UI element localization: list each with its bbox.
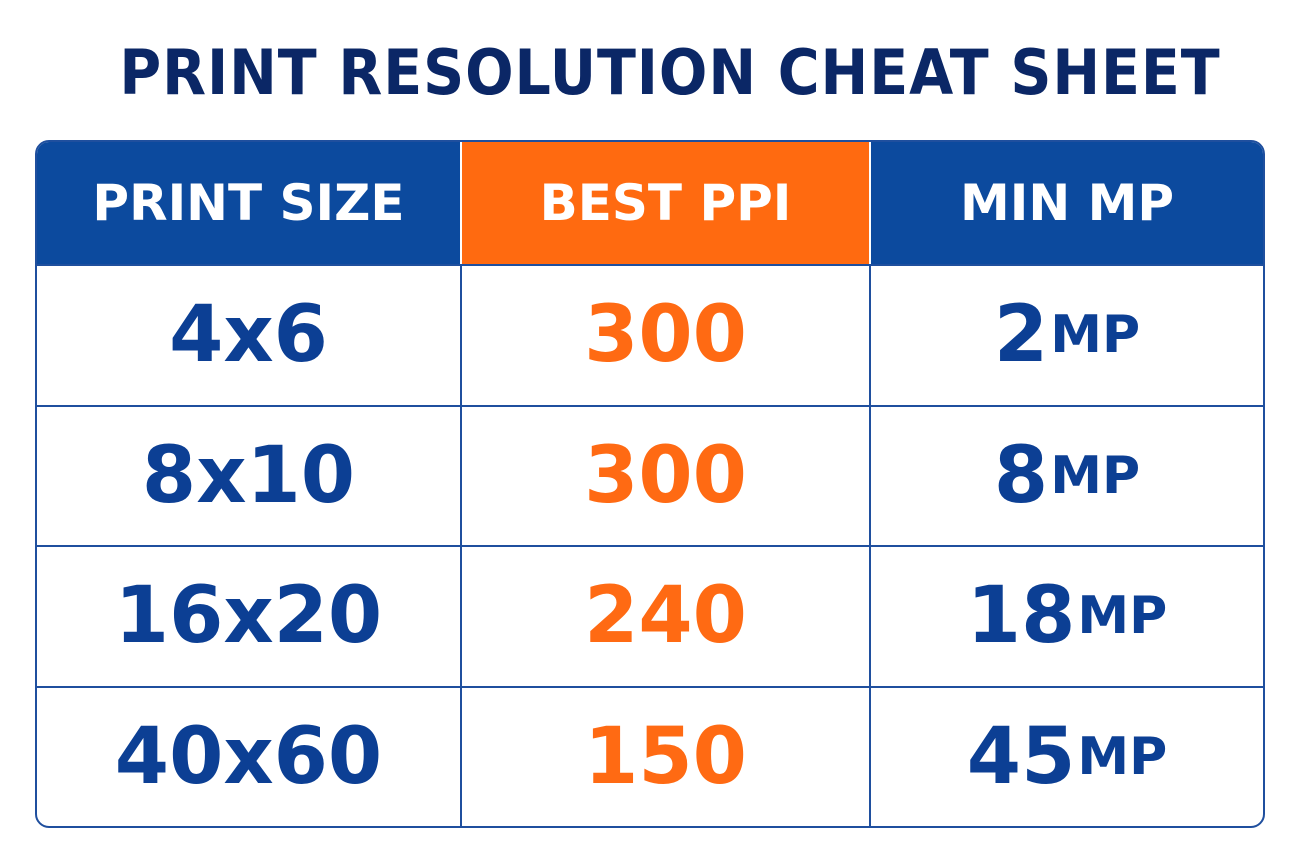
print-size: 40x60: [37, 685, 460, 827]
print-size: 4x6: [37, 264, 460, 405]
mp-value: 45: [966, 711, 1076, 802]
min-mp: 18 MP: [871, 545, 1263, 686]
print-size: 8x10: [37, 404, 460, 546]
table: PRINT SIZE BEST PPI MIN MP 4x6 300 2 MP 8x10 300…: [35, 140, 1265, 828]
title: PRINT RESOLUTION CHEAT SHEET: [119, 36, 1221, 109]
best-ppi: 300: [460, 404, 871, 545]
mp-value: 18: [966, 571, 1076, 662]
mp-value: 8: [993, 430, 1049, 521]
best-ppi: 150: [460, 685, 871, 826]
mp-unit: MP: [1050, 305, 1141, 366]
mp-value: 2: [993, 290, 1049, 381]
min-mp: 45 MP: [871, 685, 1263, 827]
mp-unit: MP: [1077, 726, 1168, 787]
best-ppi: 300: [460, 264, 871, 405]
column-header: MIN MP: [871, 142, 1263, 264]
min-mp: 2 MP: [871, 264, 1263, 405]
mp-unit: MP: [1050, 445, 1141, 506]
print-size: 16x20: [37, 545, 460, 686]
mp-unit: MP: [1077, 586, 1168, 647]
min-mp: 8 MP: [871, 404, 1263, 546]
column-header: BEST PPI: [460, 142, 871, 264]
best-ppi: 240: [460, 545, 871, 686]
column-header: PRINT SIZE: [37, 142, 460, 264]
